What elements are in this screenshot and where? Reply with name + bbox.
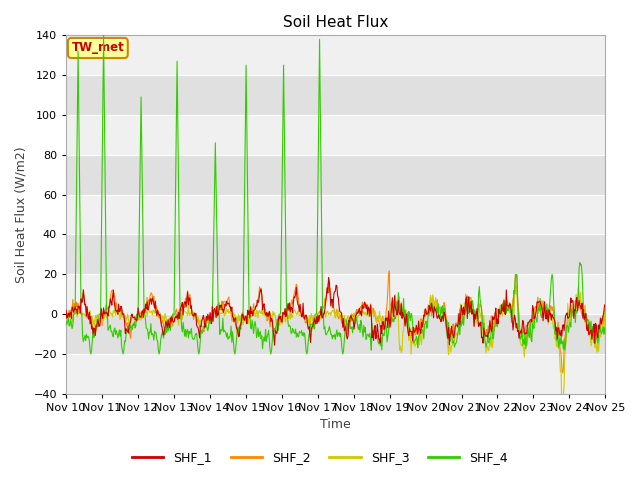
SHF_4: [184, 326, 191, 332]
Bar: [66, 155, 605, 195]
SHF_4: [87, 351, 95, 357]
SHF_2: [402, 320, 410, 325]
Y-axis label: Soil Heat Flux (W/m2): Soil Heat Flux (W/m2): [15, 146, 28, 283]
SHF_1: [182, 304, 190, 310]
SHF_2: [127, 327, 135, 333]
SHF_1: [211, 306, 218, 312]
SHF_1: [62, 307, 70, 313]
SHF_2: [559, 370, 566, 375]
X-axis label: Time: Time: [321, 419, 351, 432]
SHF_1: [602, 301, 609, 307]
SHF_4: [72, 246, 79, 252]
SHF_3: [182, 310, 190, 315]
SHF_4: [602, 331, 609, 337]
SHF_2: [72, 307, 79, 313]
SHF_4: [212, 183, 220, 189]
Bar: [66, 235, 605, 275]
SHF_2: [211, 310, 218, 316]
Bar: [66, 275, 605, 314]
SHF_3: [602, 324, 609, 330]
SHF_3: [417, 335, 425, 340]
SHF_4: [100, 33, 108, 38]
SHF_3: [62, 316, 70, 322]
SHF_1: [271, 342, 278, 348]
SHF_1: [419, 324, 426, 330]
SHF_2: [62, 312, 70, 318]
Bar: [66, 314, 605, 354]
Legend: SHF_1, SHF_2, SHF_3, SHF_4: SHF_1, SHF_2, SHF_3, SHF_4: [127, 446, 513, 469]
Line: SHF_1: SHF_1: [66, 278, 605, 345]
SHF_2: [418, 317, 426, 323]
Bar: [66, 354, 605, 394]
SHF_3: [211, 311, 218, 317]
SHF_3: [559, 404, 566, 410]
SHF_1: [127, 312, 135, 318]
SHF_2: [182, 295, 190, 301]
Bar: [66, 195, 605, 235]
Text: TW_met: TW_met: [72, 41, 124, 54]
SHF_3: [513, 283, 521, 288]
SHF_3: [401, 319, 409, 325]
SHF_4: [403, 319, 410, 324]
SHF_1: [324, 275, 332, 281]
Line: SHF_2: SHF_2: [66, 271, 605, 372]
SHF_1: [403, 312, 410, 317]
SHF_4: [419, 327, 426, 333]
Bar: [66, 75, 605, 115]
Bar: [66, 36, 605, 75]
SHF_2: [385, 268, 393, 274]
SHF_4: [129, 322, 137, 327]
SHF_4: [62, 319, 70, 325]
SHF_2: [602, 309, 609, 315]
SHF_1: [72, 307, 79, 312]
SHF_3: [127, 318, 135, 324]
Line: SHF_4: SHF_4: [66, 36, 605, 354]
SHF_3: [72, 309, 79, 314]
Line: SHF_3: SHF_3: [66, 286, 605, 407]
Title: Soil Heat Flux: Soil Heat Flux: [283, 15, 388, 30]
Bar: [66, 115, 605, 155]
